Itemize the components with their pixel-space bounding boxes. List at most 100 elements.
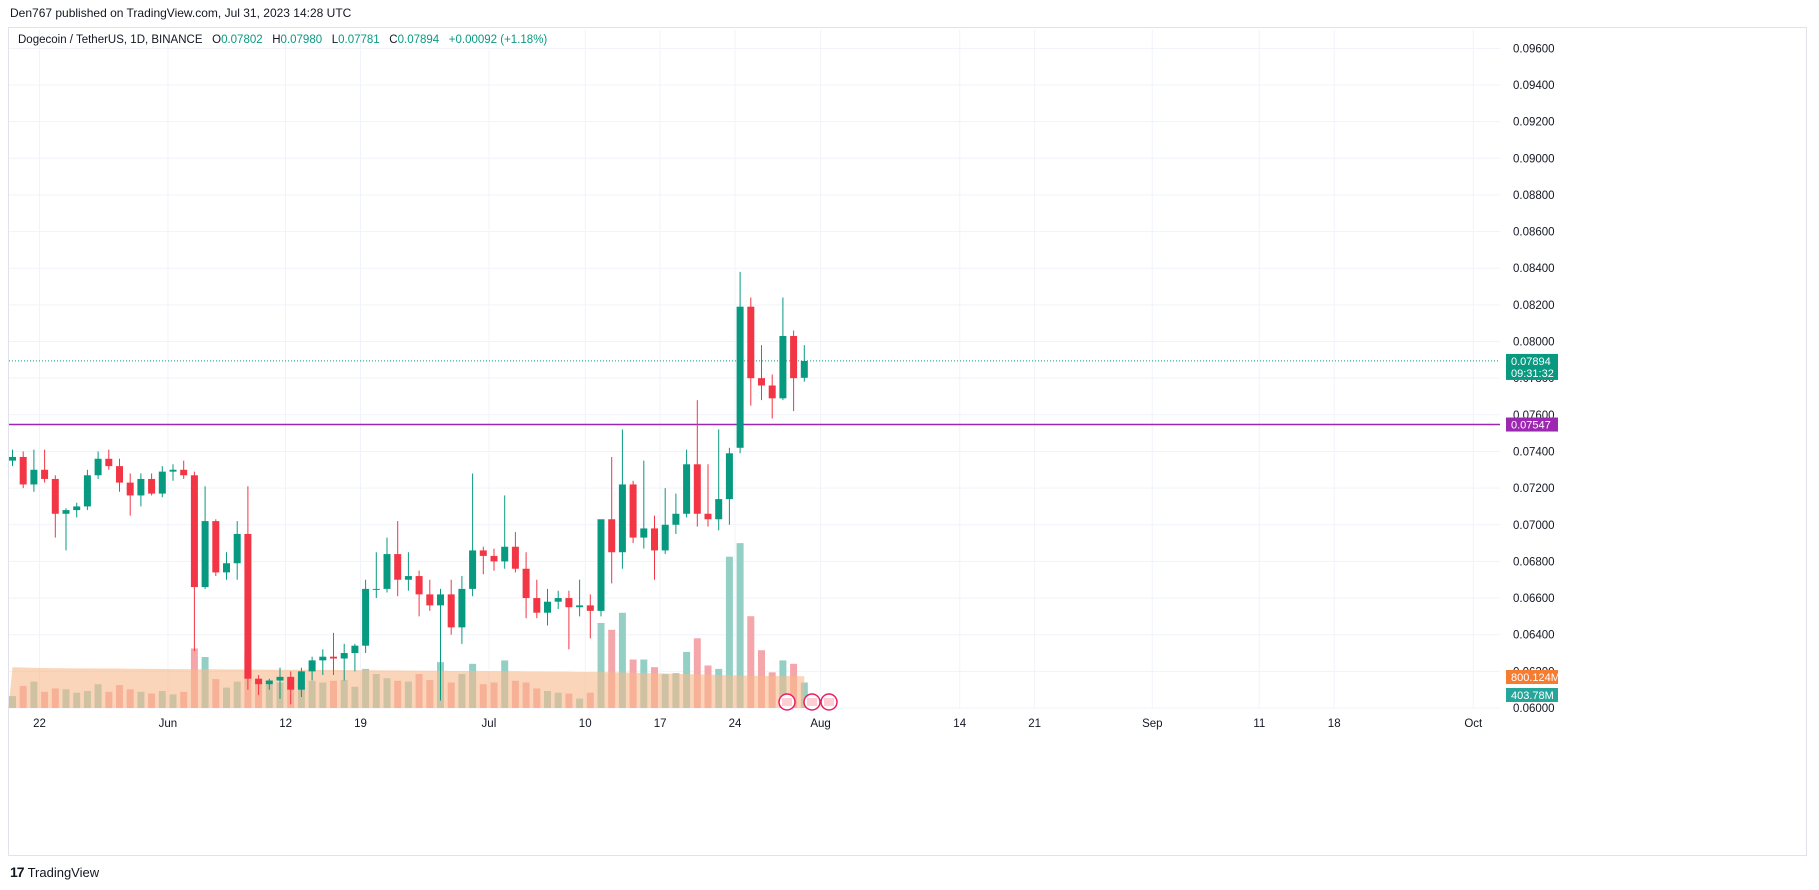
x-tick-label: 19 [354,718,367,730]
candle [479,546,487,575]
candle [126,473,134,516]
candle-body [522,568,530,599]
candle-body [372,588,380,590]
candle-body [308,660,316,672]
candle [437,588,444,701]
candle [651,515,658,580]
volume-bar [608,629,616,708]
candle-body [511,546,519,569]
y-tick-label: 0.08000 [1513,337,1555,349]
candle-body [426,594,434,606]
candle [693,400,701,527]
candle-body [704,513,712,520]
publish-info: Den767 published on TradingView.com, Jul… [10,6,352,20]
candle-body [651,528,658,551]
candle-body [137,478,145,496]
candle [19,451,27,489]
candle [683,449,691,518]
brand-name: TradingView [27,864,100,880]
x-tick-label: 18 [1328,718,1341,730]
footer-brand[interactable]: 17 TradingView [10,864,99,880]
candle [629,480,637,544]
candle [190,471,198,652]
candle-body [212,521,220,573]
volume-badge: 403.78M [1506,688,1558,702]
candle [158,466,166,498]
candle [351,643,359,672]
y-tick-label: 0.09600 [1513,43,1555,55]
candle-body [608,519,616,553]
candle-body [51,478,59,514]
candle-body [105,458,113,467]
candle [30,449,38,492]
candle-body [9,456,16,461]
candle [73,502,81,518]
candle [426,579,434,611]
tradingview-logo-icon: 17 [10,864,25,880]
candle [362,579,370,654]
x-tick-label: 14 [953,718,966,730]
x-tick-label: 10 [579,718,592,730]
candle [41,449,49,483]
x-tick-label: 11 [1253,718,1265,730]
x-tick-label: Oct [1464,718,1483,730]
candle-body [790,336,798,379]
candle-body [201,521,209,588]
candle-body [297,671,305,690]
candle [490,548,498,571]
y-tick-label: 0.06400 [1513,630,1555,642]
level-badge-text: 0.07547 [1511,420,1551,432]
candle [800,345,808,382]
x-tick-label: 17 [654,718,667,730]
candle-body [586,605,594,611]
candle-body [287,676,295,690]
candle-body [747,306,755,379]
candle-body [640,528,648,538]
candle-body [94,458,102,476]
volume-bar [618,612,626,708]
x-tick-label: 24 [729,718,742,730]
last-price-badge-bg [1506,353,1558,380]
close-label: C [389,34,398,46]
candle [148,473,156,496]
low-label: L [331,34,339,46]
candle [469,473,477,597]
candle-body [800,360,808,378]
candle-body [30,469,38,485]
candle-body [330,656,337,659]
candle-body [469,550,477,589]
open-value: 0.07802 [221,34,263,46]
candle-body [683,464,691,514]
candle [586,594,594,639]
y-tick-label: 0.06800 [1513,556,1555,568]
x-tick-label: Sep [1142,718,1162,730]
y-tick-label: 0.07400 [1513,446,1555,458]
candle-body [565,598,573,608]
candle-body [597,519,605,611]
candle [597,519,605,617]
candle [319,649,327,676]
candle [447,579,455,635]
candle [522,552,530,619]
level-badge: 0.07547 [1506,417,1558,432]
candle [255,675,263,696]
grid [9,30,1500,709]
candle-body [19,456,27,485]
candle-body [116,466,123,483]
candle [661,488,669,555]
candle-body [661,524,669,551]
economic-event-icon [820,693,838,711]
candle-body [544,601,551,613]
x-tick-label: Jun [159,718,178,730]
candle [608,456,616,584]
candle [340,643,348,681]
candle-body [501,546,509,562]
candle [768,374,776,419]
candle-body [554,598,562,602]
candle-body [693,464,701,514]
candle-body [415,576,423,595]
volume-badge-bg [1506,688,1558,702]
candle [511,532,519,573]
candle-body [265,680,273,685]
